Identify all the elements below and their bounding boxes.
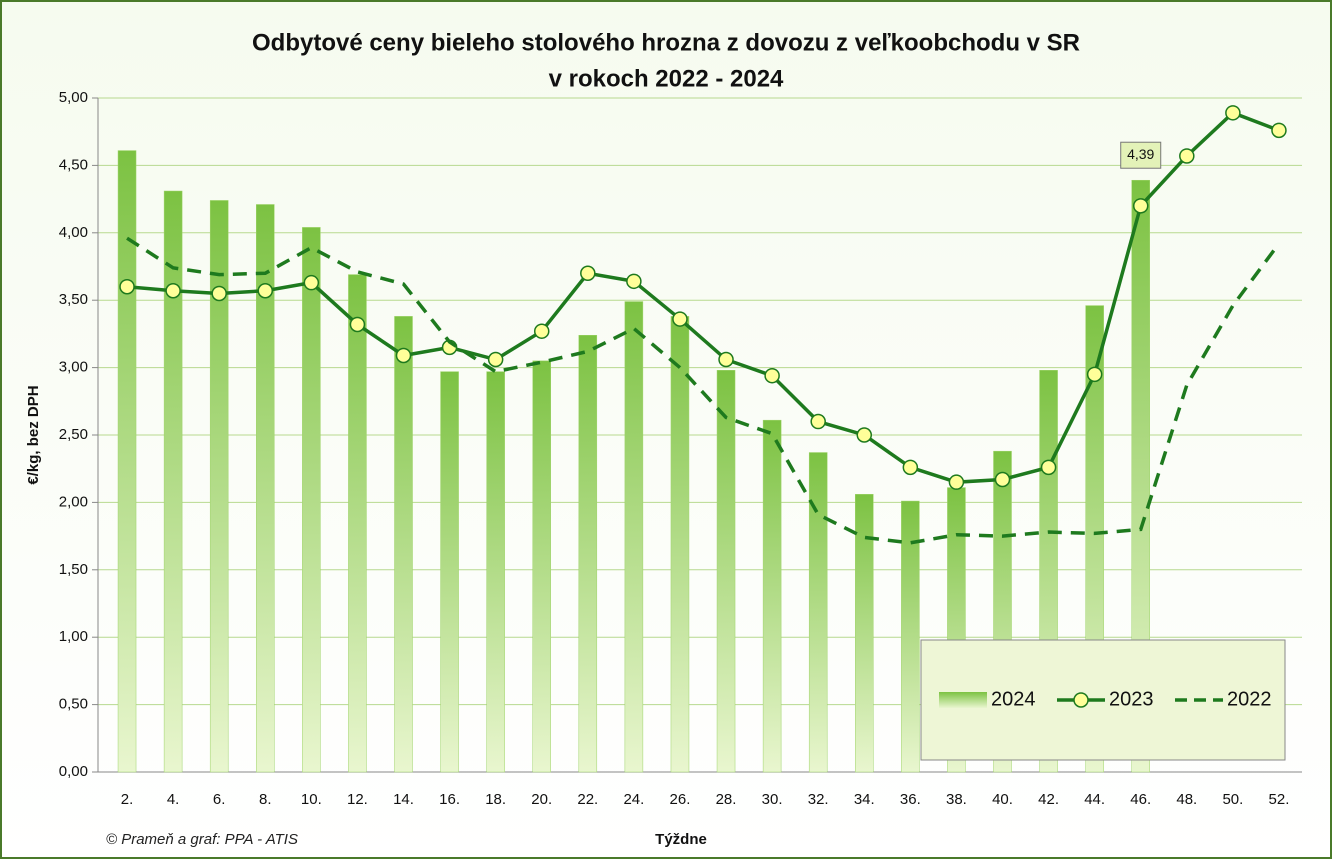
y-tick-label: 4,00 <box>59 224 88 241</box>
x-tick-label: 40. <box>992 791 1013 808</box>
x-axis-label: Týždne <box>655 831 707 848</box>
source-note: © Prameň a graf: PPA - ATIS <box>106 831 298 848</box>
data-label: 4,39 <box>1127 146 1154 162</box>
x-tick-label: 20. <box>531 791 552 808</box>
bar <box>348 274 367 773</box>
x-tick-label: 28. <box>716 791 737 808</box>
line-marker <box>626 273 642 290</box>
bar <box>209 200 229 773</box>
x-tick-label: 52. <box>1269 791 1290 808</box>
line-marker <box>764 367 780 384</box>
x-tick-label: 8. <box>259 791 272 808</box>
x-tick-label: 46. <box>1130 791 1151 808</box>
bar <box>716 370 736 773</box>
x-tick-label: 18. <box>485 791 506 808</box>
x-tick-label: 24. <box>623 791 644 808</box>
y-tick-label: 5,00 <box>59 89 88 106</box>
y-tick-label: 2,00 <box>59 493 88 510</box>
y-tick-label: 4,50 <box>59 156 88 173</box>
bar <box>302 227 321 773</box>
line-marker <box>994 471 1011 488</box>
x-tick-label: 16. <box>439 791 460 808</box>
bar <box>624 301 644 773</box>
line-series <box>126 236 1281 545</box>
bar <box>486 371 505 773</box>
legend-swatch <box>1073 692 1089 708</box>
y-tick-label: 3,50 <box>59 291 88 308</box>
chart-title: v rokoch 2022 - 2024 <box>549 65 784 92</box>
x-tick-label: 42. <box>1038 791 1059 808</box>
x-tick-label: 10. <box>301 791 322 808</box>
bar <box>1131 179 1150 773</box>
line-marker <box>672 311 688 327</box>
x-tick-label: 38. <box>946 791 967 808</box>
line-marker <box>119 278 135 295</box>
x-tick-label: 50. <box>1222 791 1243 808</box>
bar <box>532 360 551 773</box>
x-tick-label: 48. <box>1176 791 1197 808</box>
y-tick-label: 1,50 <box>59 561 88 578</box>
line-marker <box>533 323 550 339</box>
bar <box>855 494 874 773</box>
bar <box>394 316 413 773</box>
bar <box>578 334 598 773</box>
line-marker <box>1271 122 1287 139</box>
chart-title: Odbytové ceny bieleho stolového hrozna z… <box>252 29 1080 56</box>
line-marker <box>395 347 412 364</box>
y-tick-label: 1,00 <box>59 628 88 645</box>
line-marker <box>303 274 320 291</box>
x-tick-label: 12. <box>347 791 368 808</box>
x-tick-label: 22. <box>577 791 598 808</box>
line-marker <box>257 283 274 299</box>
line-marker <box>165 283 181 299</box>
y-tick-label: 3,00 <box>59 359 88 376</box>
line-marker <box>211 285 227 302</box>
bar <box>901 500 920 773</box>
legend-label: 2023 <box>1109 688 1154 710</box>
legend-label: 2022 <box>1227 688 1272 710</box>
line-marker <box>580 265 596 281</box>
x-tick-label: 26. <box>670 791 691 808</box>
line-marker <box>810 413 826 430</box>
line-marker <box>1132 198 1149 214</box>
y-tick-label: 0,00 <box>59 763 88 780</box>
bar <box>762 419 782 773</box>
x-tick-label: 44. <box>1084 791 1105 808</box>
bar <box>256 204 275 773</box>
line-marker <box>1179 148 1195 164</box>
line-marker <box>1086 366 1103 383</box>
x-tick-label: 30. <box>762 791 783 808</box>
line-marker <box>948 474 965 490</box>
bar <box>163 190 183 773</box>
x-tick-label: 6. <box>213 791 226 808</box>
data-label-box <box>1120 141 1162 169</box>
y-tick-label: 2,50 <box>59 426 88 443</box>
line-series <box>126 110 1280 484</box>
line-marker <box>856 427 873 443</box>
bar <box>440 371 459 773</box>
line-marker <box>1225 105 1241 121</box>
x-tick-label: 14. <box>393 791 414 808</box>
bar <box>117 150 137 773</box>
y-tick-label: 0,50 <box>59 696 88 713</box>
line-marker <box>718 351 734 368</box>
x-tick-label: 4. <box>167 791 180 808</box>
x-tick-label: 32. <box>808 791 829 808</box>
line-marker <box>902 459 919 476</box>
x-tick-label: 2. <box>121 791 134 808</box>
x-tick-label: 34. <box>854 791 875 808</box>
bar <box>808 452 828 773</box>
legend-label: 2024 <box>991 688 1036 710</box>
line-marker <box>487 351 504 368</box>
bar <box>670 316 690 773</box>
line-marker <box>1040 459 1057 476</box>
x-tick-label: 36. <box>900 791 921 808</box>
y-axis-label: €/kg, bez DPH <box>25 385 42 484</box>
legend-swatch <box>939 692 987 708</box>
line-marker <box>349 316 366 333</box>
